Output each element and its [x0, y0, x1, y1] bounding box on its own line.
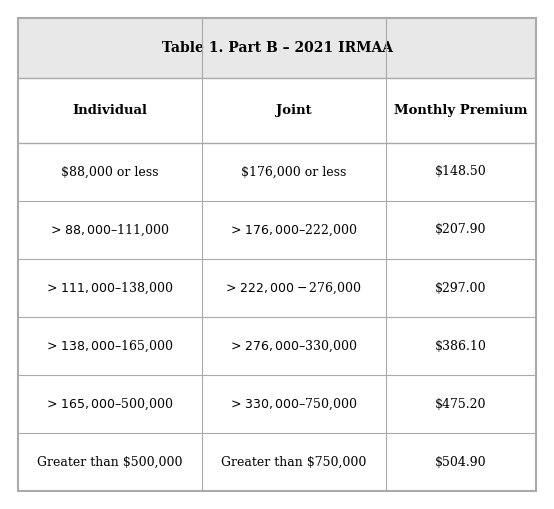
Bar [202, 259, 386, 317]
Bar [202, 375, 386, 433]
Text: $504.90: $504.90 [435, 456, 487, 468]
Text: > $88,000 – $111,000: > $88,000 – $111,000 [50, 222, 170, 238]
Bar [202, 317, 386, 375]
Bar [202, 201, 386, 259]
Text: Joint: Joint [276, 104, 312, 117]
Text: Greater than $500,000: Greater than $500,000 [37, 456, 183, 468]
Bar [202, 143, 386, 201]
Text: > $176,000 – $222,000: > $176,000 – $222,000 [230, 222, 358, 238]
Text: > $330,000 – $750,000: > $330,000 – $750,000 [230, 397, 358, 412]
Text: > $165,000 – $500,000: > $165,000 – $500,000 [46, 397, 174, 412]
Text: $297.00: $297.00 [435, 281, 486, 295]
Text: $207.90: $207.90 [435, 223, 486, 237]
Text: Greater than $750,000: Greater than $750,000 [221, 456, 367, 468]
Text: $475.20: $475.20 [435, 398, 486, 410]
Bar [386, 143, 536, 201]
Text: Monthly Premium: Monthly Premium [394, 104, 527, 117]
Text: > $138,000 – $165,000: > $138,000 – $165,000 [46, 338, 174, 354]
Bar [18, 201, 202, 259]
Bar [202, 78, 386, 143]
Bar [386, 317, 536, 375]
Bar [18, 375, 202, 433]
Bar [386, 78, 536, 143]
Bar [18, 143, 202, 201]
Bar [18, 18, 536, 78]
Text: $148.50: $148.50 [435, 165, 487, 179]
Text: Individual: Individual [73, 104, 147, 117]
Bar [386, 201, 536, 259]
Text: > $222,000 -$276,000: > $222,000 -$276,000 [225, 280, 362, 296]
Bar [18, 259, 202, 317]
Text: > $276,000 – $330,000: > $276,000 – $330,000 [230, 338, 358, 354]
Bar [202, 433, 386, 491]
Bar [386, 259, 536, 317]
Bar [386, 433, 536, 491]
Text: $386.10: $386.10 [435, 340, 487, 353]
Bar [18, 317, 202, 375]
Text: > $111,000 – $138,000: > $111,000 – $138,000 [46, 280, 174, 296]
Bar [18, 78, 202, 143]
Bar [386, 375, 536, 433]
Text: Table 1. Part B – 2021 IRMAA: Table 1. Part B – 2021 IRMAA [162, 41, 392, 55]
Text: $176,000 or less: $176,000 or less [241, 165, 346, 179]
Text: $88,000 or less: $88,000 or less [61, 165, 158, 179]
Bar [18, 433, 202, 491]
